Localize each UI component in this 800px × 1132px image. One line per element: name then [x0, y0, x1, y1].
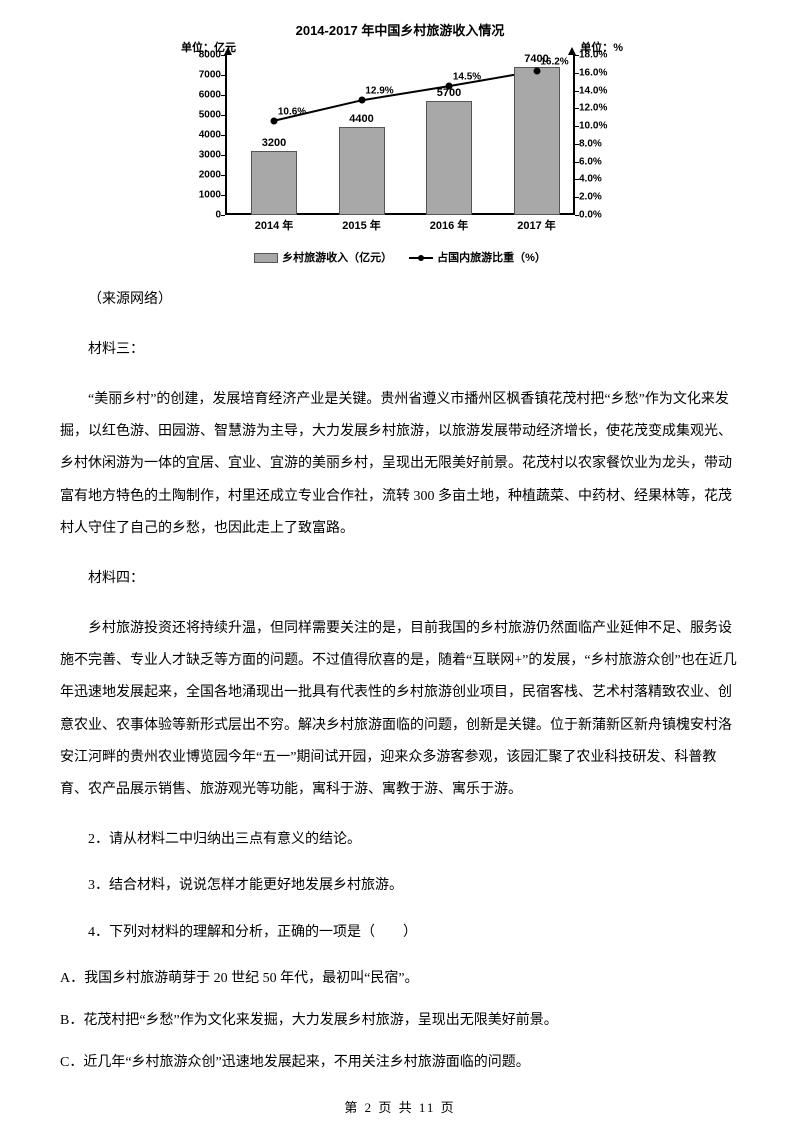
material-4-body: 乡村旅游投资还将持续升温，但同样需要关注的是，目前我国的乡村旅游仍然面临产业延伸…: [60, 613, 740, 806]
legend-bar-swatch: [254, 253, 278, 263]
y-left-tick: 6000: [185, 90, 221, 101]
chart-plot: 0100020003000400050006000700080000.0%2.0…: [225, 55, 575, 215]
y-left-tick: 8000: [185, 50, 221, 61]
y-axis-right: [573, 55, 575, 215]
y-right-tick: 8.0%: [579, 138, 621, 149]
y-right-tick: 18.0%: [579, 50, 621, 61]
y-left-tick: 0: [185, 210, 221, 221]
y-left-tick: 4000: [185, 130, 221, 141]
line-value-label: 14.5%: [453, 72, 481, 83]
chart-title: 2014-2017 年中国乡村旅游收入情况: [175, 20, 625, 39]
y-right-tick: 4.0%: [579, 174, 621, 185]
legend-line-swatch: [409, 257, 433, 259]
material-4-heading: 材料四：: [60, 563, 740, 595]
x-category-label: 2014 年: [244, 217, 304, 233]
x-category-label: 2015 年: [332, 217, 392, 233]
y-right-tick: 16.0%: [579, 67, 621, 78]
line-point: [358, 97, 365, 104]
legend-bar-label: 乡村旅游收入（亿元）: [282, 252, 392, 264]
line-value-label: 12.9%: [365, 86, 393, 97]
y-left-tick: 1000: [185, 190, 221, 201]
line-point: [446, 83, 453, 90]
y-right-tick: 2.0%: [579, 192, 621, 203]
y-right-tick: 14.0%: [579, 85, 621, 96]
legend-line-label: 占国内旅游比重（%）: [437, 252, 546, 264]
line-value-label: 10.6%: [278, 106, 306, 117]
question-3: 3．结合材料，说说怎样才能更好地发展乡村旅游。: [60, 870, 740, 902]
chart-bar: [514, 67, 560, 215]
material-3-heading: 材料三：: [60, 334, 740, 366]
question-4: 4．下列对材料的理解和分析，正确的一项是（ ）: [60, 917, 740, 949]
chart-legend: 乡村旅游收入（亿元） 占国内旅游比重（%）: [175, 249, 625, 265]
chart-container: 2014-2017 年中国乡村旅游收入情况 单位：亿元 单位：% 0100020…: [175, 20, 625, 265]
line-point: [533, 68, 540, 75]
arrow-icon: [224, 47, 232, 55]
x-category-label: 2016 年: [419, 217, 479, 233]
material-3-body: “美丽乡村”的创建，发展培育经济产业是关键。贵州省遵义市播州区枫香镇花茂村把“乡…: [60, 384, 740, 545]
y-right-tick: 12.0%: [579, 103, 621, 114]
page-footer: 第 2 页 共 11 页: [0, 1097, 800, 1116]
y-right-tick: 0.0%: [579, 210, 621, 221]
y-left-tick: 5000: [185, 110, 221, 121]
line-value-label: 16.2%: [540, 57, 568, 68]
question-2: 2．请从材料二中归纳出三点有意义的结论。: [60, 824, 740, 856]
arrow-icon: [568, 47, 576, 55]
option-a: A．我国乡村旅游萌芽于 20 世纪 50 年代，最初叫“民宿”。: [60, 963, 740, 995]
y-left-tick: 3000: [185, 150, 221, 161]
y-axis-left: [225, 55, 227, 215]
option-b: B．花茂村把“乡愁”作为文化来发掘，大力发展乡村旅游，呈现出无限美好前景。: [60, 1005, 740, 1037]
y-right-tick: 10.0%: [579, 121, 621, 132]
option-c: C．近几年“乡村旅游众创”迅速地发展起来，不用关注乡村旅游面临的问题。: [60, 1047, 740, 1079]
chart-bar: [339, 127, 385, 215]
y-left-tick: 2000: [185, 170, 221, 181]
bar-value-label: 3200: [244, 137, 304, 149]
source-note: （来源网络）: [60, 285, 740, 316]
chart-bar: [426, 101, 472, 215]
x-category-label: 2017 年: [507, 217, 567, 233]
chart-bar: [251, 151, 297, 215]
bar-value-label: 4400: [332, 113, 392, 125]
chart-area: 单位：亿元 单位：% 01000200030004000500060007000…: [175, 43, 625, 243]
line-point: [271, 117, 278, 124]
y-left-tick: 7000: [185, 70, 221, 81]
y-right-tick: 6.0%: [579, 156, 621, 167]
